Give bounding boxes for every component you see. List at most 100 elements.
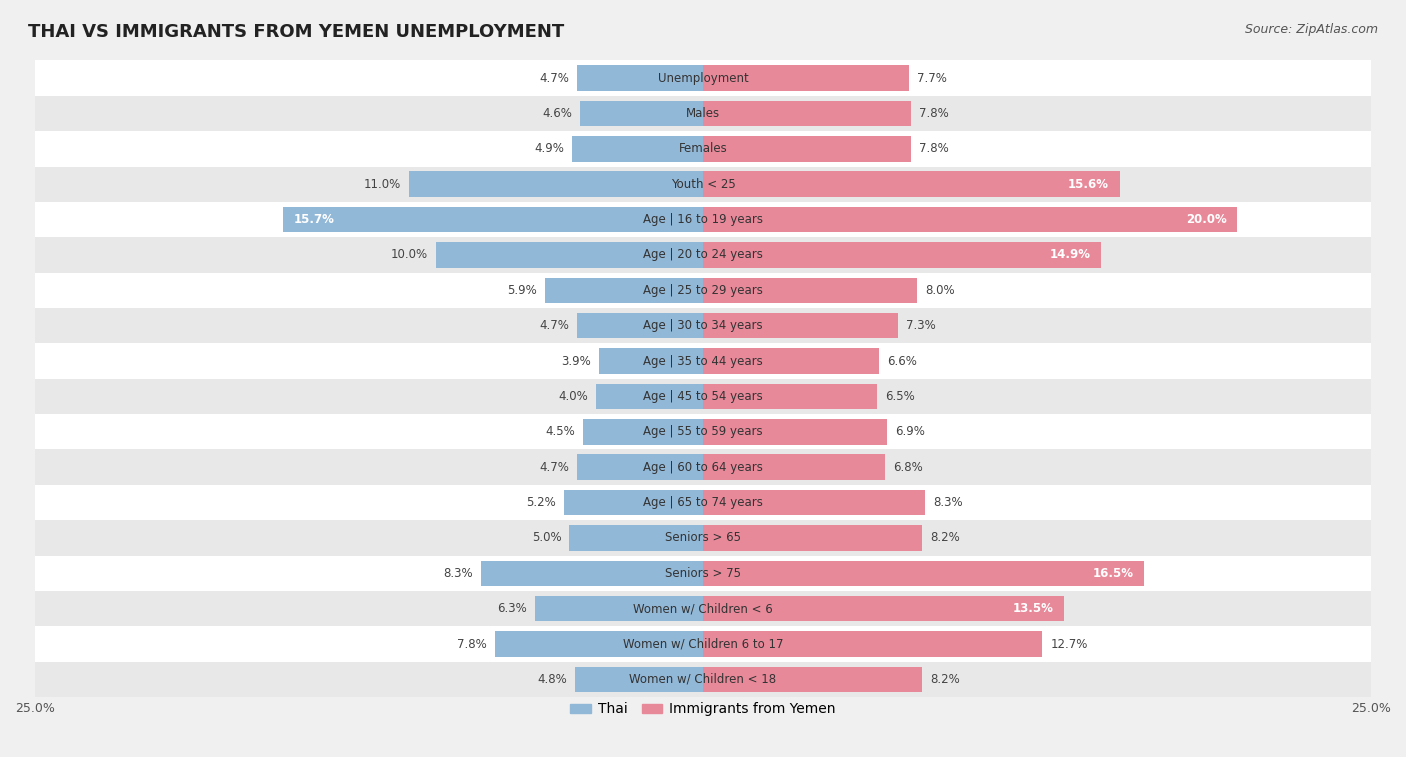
Text: 5.9%: 5.9% [508, 284, 537, 297]
Bar [35, 520, 1371, 556]
Text: Source: ZipAtlas.com: Source: ZipAtlas.com [1244, 23, 1378, 36]
Bar [703, 631, 1042, 657]
Text: 4.6%: 4.6% [543, 107, 572, 120]
Bar [703, 419, 887, 444]
Bar [703, 384, 877, 410]
Legend: Thai, Immigrants from Yemen: Thai, Immigrants from Yemen [565, 697, 841, 722]
Bar [564, 490, 703, 516]
Text: Women w/ Children < 18: Women w/ Children < 18 [630, 673, 776, 686]
Bar [703, 278, 917, 303]
Text: 11.0%: 11.0% [364, 178, 401, 191]
Text: 7.7%: 7.7% [917, 72, 946, 85]
Text: Age | 60 to 64 years: Age | 60 to 64 years [643, 461, 763, 474]
Text: 4.8%: 4.8% [537, 673, 567, 686]
Text: 15.6%: 15.6% [1069, 178, 1109, 191]
Bar [596, 384, 703, 410]
Bar [578, 454, 703, 480]
Text: 3.9%: 3.9% [561, 354, 591, 368]
Bar [35, 344, 1371, 378]
Text: Women w/ Children 6 to 17: Women w/ Children 6 to 17 [623, 637, 783, 650]
Text: Unemployment: Unemployment [658, 72, 748, 85]
Bar [35, 308, 1371, 344]
Text: 6.9%: 6.9% [896, 425, 925, 438]
Bar [35, 485, 1371, 520]
Bar [569, 525, 703, 550]
Bar [703, 172, 1119, 197]
Bar [35, 96, 1371, 131]
Text: Age | 45 to 54 years: Age | 45 to 54 years [643, 390, 763, 403]
Bar [703, 348, 879, 374]
Bar [284, 207, 703, 232]
Text: 6.5%: 6.5% [884, 390, 914, 403]
Bar [703, 454, 884, 480]
Bar [703, 667, 922, 692]
Bar [703, 136, 911, 161]
Text: 12.7%: 12.7% [1050, 637, 1088, 650]
Text: 10.0%: 10.0% [391, 248, 427, 261]
Text: Age | 65 to 74 years: Age | 65 to 74 years [643, 496, 763, 509]
Text: 4.0%: 4.0% [558, 390, 588, 403]
Bar [581, 101, 703, 126]
Text: 4.7%: 4.7% [540, 461, 569, 474]
Text: Age | 16 to 19 years: Age | 16 to 19 years [643, 213, 763, 226]
Bar [703, 101, 911, 126]
Text: 7.8%: 7.8% [920, 107, 949, 120]
Text: Age | 30 to 34 years: Age | 30 to 34 years [643, 319, 763, 332]
Text: 5.2%: 5.2% [526, 496, 555, 509]
Bar [599, 348, 703, 374]
Text: 20.0%: 20.0% [1187, 213, 1227, 226]
Bar [35, 61, 1371, 96]
Text: Age | 35 to 44 years: Age | 35 to 44 years [643, 354, 763, 368]
Bar [546, 278, 703, 303]
Text: 8.0%: 8.0% [925, 284, 955, 297]
Text: Women w/ Children < 6: Women w/ Children < 6 [633, 602, 773, 615]
Bar [35, 167, 1371, 202]
Text: Males: Males [686, 107, 720, 120]
Text: 6.6%: 6.6% [887, 354, 917, 368]
Bar [534, 596, 703, 621]
Bar [703, 242, 1101, 268]
Bar [35, 414, 1371, 450]
Bar [35, 556, 1371, 591]
Bar [35, 378, 1371, 414]
Bar [582, 419, 703, 444]
Bar [572, 136, 703, 161]
Text: 15.7%: 15.7% [294, 213, 335, 226]
Text: 8.3%: 8.3% [443, 567, 474, 580]
Bar [703, 525, 922, 550]
Text: THAI VS IMMIGRANTS FROM YEMEN UNEMPLOYMENT: THAI VS IMMIGRANTS FROM YEMEN UNEMPLOYME… [28, 23, 564, 41]
Text: 7.8%: 7.8% [920, 142, 949, 155]
Bar [495, 631, 703, 657]
Text: 6.3%: 6.3% [496, 602, 527, 615]
Bar [35, 237, 1371, 273]
Bar [703, 490, 925, 516]
Text: Youth < 25: Youth < 25 [671, 178, 735, 191]
Text: 8.2%: 8.2% [931, 673, 960, 686]
Text: 7.3%: 7.3% [905, 319, 936, 332]
Text: 7.8%: 7.8% [457, 637, 486, 650]
Text: 8.2%: 8.2% [931, 531, 960, 544]
Text: 6.8%: 6.8% [893, 461, 922, 474]
Bar [35, 450, 1371, 485]
Text: Age | 55 to 59 years: Age | 55 to 59 years [643, 425, 763, 438]
Bar [703, 596, 1064, 621]
Text: Age | 20 to 24 years: Age | 20 to 24 years [643, 248, 763, 261]
Bar [409, 172, 703, 197]
Text: 4.7%: 4.7% [540, 319, 569, 332]
Text: Seniors > 75: Seniors > 75 [665, 567, 741, 580]
Bar [703, 65, 908, 91]
Text: 4.7%: 4.7% [540, 72, 569, 85]
Text: 5.0%: 5.0% [531, 531, 561, 544]
Text: 4.9%: 4.9% [534, 142, 564, 155]
Bar [35, 662, 1371, 697]
Bar [578, 313, 703, 338]
Bar [703, 207, 1237, 232]
Bar [35, 202, 1371, 237]
Bar [703, 561, 1144, 586]
Bar [578, 65, 703, 91]
Bar [35, 626, 1371, 662]
Bar [436, 242, 703, 268]
Bar [35, 591, 1371, 626]
Text: Seniors > 65: Seniors > 65 [665, 531, 741, 544]
Bar [35, 273, 1371, 308]
